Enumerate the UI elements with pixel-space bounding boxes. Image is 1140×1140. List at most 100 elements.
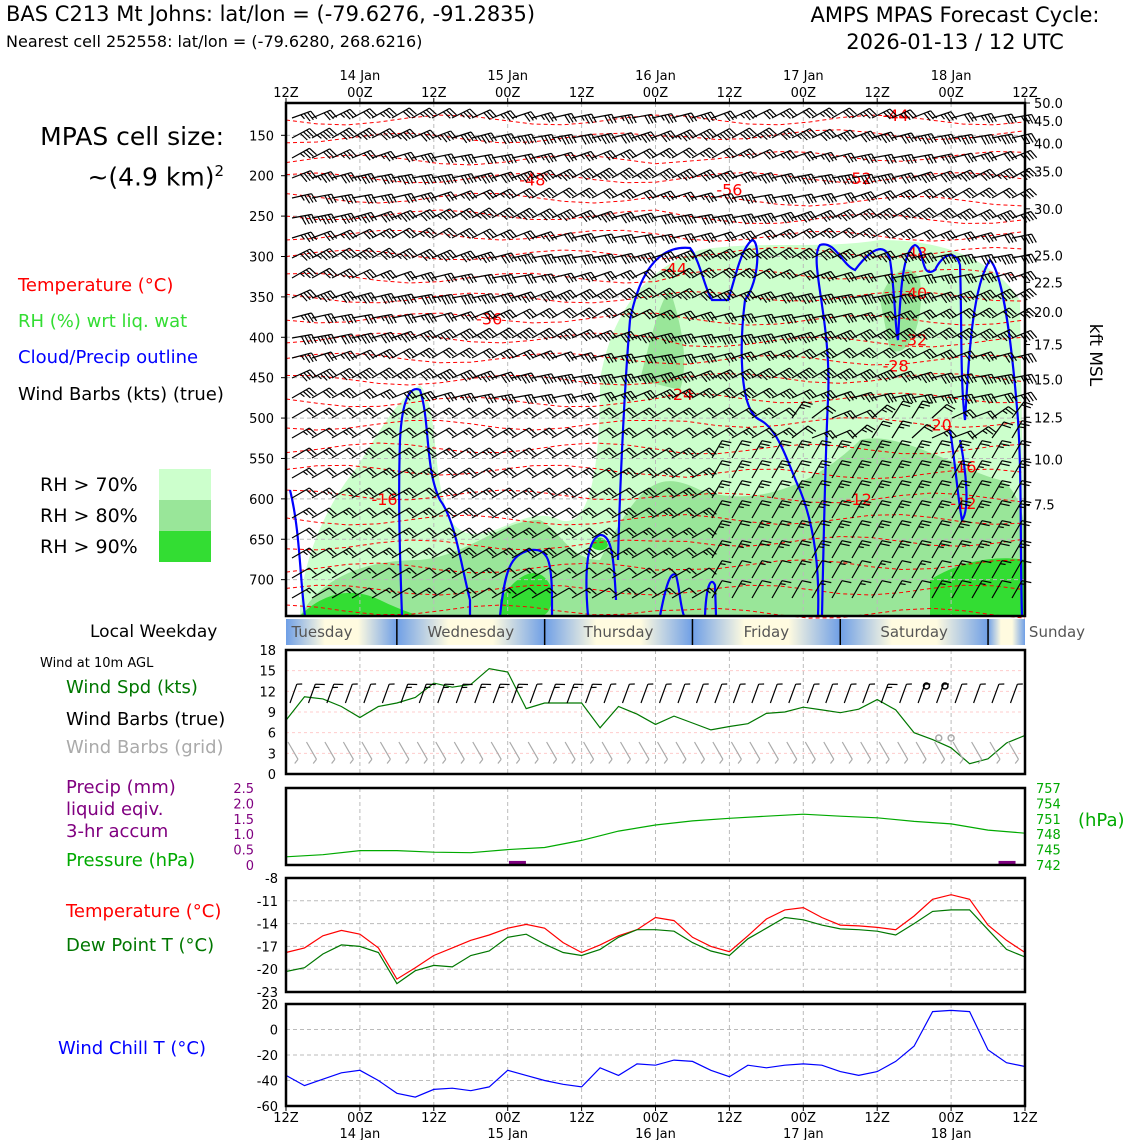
sounding-wind-barb	[791, 560, 812, 579]
height-tick-label: 10.0	[1034, 453, 1063, 468]
sounding-wind-barb	[551, 151, 578, 163]
sounding-wind-barb	[891, 228, 918, 240]
wind10m-barb-grid	[841, 741, 853, 764]
sounding-wind-barb	[871, 293, 897, 305]
sounding-wind-barb	[651, 130, 678, 143]
sounding-wind-barb	[791, 401, 813, 419]
cloud-outline	[703, 580, 718, 617]
sounding-wind-barb	[791, 269, 818, 281]
sounding-wind-barb	[371, 427, 397, 439]
sounding-wind-barb	[471, 132, 498, 144]
sounding-wind-barb	[891, 520, 912, 539]
sounding-wind-barb	[531, 587, 557, 599]
sounding-wind-barb	[431, 507, 457, 519]
sounding-wind-barb	[471, 370, 498, 383]
legend-rh90-label: RH > 90%	[40, 536, 138, 558]
sounding-wind-barb	[351, 127, 377, 141]
windchill-tick-label: 0	[270, 1024, 278, 1039]
sounding-wind-barb	[611, 113, 637, 125]
sounding-wind-barb	[871, 250, 898, 263]
sounding-panel: -44-48-56-52-48-44-40-36-32-28-24-20-16-…	[249, 69, 1105, 619]
sounding-wind-barb	[311, 230, 338, 242]
sounding-wind-barb	[1011, 167, 1037, 181]
sounding-wind-barb	[591, 507, 617, 519]
sounding-wind-barb	[591, 329, 618, 342]
sounding-wind-barb	[631, 287, 657, 301]
sounding-wind-barb	[651, 527, 677, 539]
sounding-wind-barb	[331, 291, 358, 303]
sounding-wind-barb	[371, 467, 397, 479]
sounding-wind-barb	[771, 211, 798, 224]
sounding-wind-barb	[491, 371, 518, 384]
sounding-wind-barb	[931, 207, 957, 221]
precip-tick-label: 0.5	[233, 844, 254, 859]
temperature-line	[285, 894, 1026, 980]
sounding-wind-barb	[491, 507, 517, 519]
sounding-wind-barb	[411, 547, 437, 559]
sounding-wind-barb	[931, 393, 957, 405]
sounding-wind-barb	[471, 327, 497, 341]
wind10m-barb-true	[326, 683, 344, 704]
sounding-wind-barb	[291, 127, 317, 141]
sounding-wind-barb	[951, 327, 977, 341]
pressure-tick-label: 200	[249, 170, 274, 185]
cell-size-note: MPAS cell size: ~(4.9 km)2	[14, 120, 224, 194]
sounding-wind-barb	[851, 580, 872, 599]
sounding-wind-barb	[971, 187, 997, 199]
sounding-wind-barb	[551, 208, 578, 222]
sounding-wind-barb	[551, 133, 577, 145]
sounding-wind-barb	[731, 427, 757, 439]
sounding-wind-barb	[411, 271, 438, 283]
sounding-wind-barb	[951, 500, 972, 519]
weekday-cell	[396, 619, 545, 645]
sounding-wind-barb	[991, 150, 1018, 162]
sounding-wind-barb	[931, 540, 952, 559]
sounding-wind-barb	[311, 333, 337, 345]
sounding-wind-barb	[711, 333, 737, 345]
wind10m-barb-true	[714, 683, 728, 704]
sounding-wind-barb	[711, 147, 737, 159]
sounding-wind-barb	[771, 228, 798, 240]
sounding-wind-barb	[931, 403, 956, 419]
sounding-wind-barb	[291, 487, 317, 499]
sounding-wind-barb	[671, 547, 697, 559]
pressure-tick-label: 757	[1036, 782, 1061, 797]
height-tick-label: 30.0	[1034, 203, 1063, 218]
sounding-wind-barb	[871, 500, 892, 519]
wind10m-tick-label: 0	[268, 768, 276, 783]
sounding-wind-barb	[751, 520, 772, 539]
sounding-wind-barb	[991, 560, 1012, 579]
sounding-wind-barb	[311, 109, 338, 121]
date-label-bottom: 15 Jan	[487, 1127, 528, 1140]
pressure-tick-label: 742	[1036, 859, 1061, 874]
sounding-wind-barb	[651, 407, 677, 419]
sounding-wind-barb	[691, 288, 718, 301]
sounding-wind-barb	[771, 149, 798, 161]
sounding-wind-barb	[391, 407, 417, 419]
weekday-cell	[286, 619, 397, 645]
sounding-wind-barb	[351, 388, 378, 400]
rh90-region	[500, 573, 552, 616]
wind10m-heading: Wind at 10m AGL	[40, 656, 154, 671]
sounding-wind-barb	[431, 391, 458, 403]
sounding-wind-barb	[451, 311, 478, 322]
sounding-wind-barb	[771, 440, 792, 459]
sounding-wind-barb	[971, 289, 998, 302]
date-label-top: 18 Jan	[931, 69, 972, 84]
sounding-wind-barb	[431, 173, 457, 185]
isotherm-label: -28	[883, 357, 909, 376]
sounding-wind-barb	[591, 167, 617, 181]
sounding-wind-barb	[451, 347, 477, 359]
sounding-wind-barb	[851, 347, 877, 359]
sounding-wind-barb	[431, 249, 458, 262]
sounding-wind-barb	[651, 507, 677, 519]
sounding-wind-barb	[851, 424, 876, 439]
wind10m-barb-true	[344, 683, 358, 704]
sounding-wind-barb	[491, 487, 517, 499]
sounding-wind-barb	[751, 560, 772, 579]
sounding-wind-barb	[351, 567, 377, 579]
sounding-wind-barb	[391, 487, 417, 499]
sounding-wind-barb	[731, 333, 757, 345]
sounding-wind-barb	[311, 487, 337, 499]
sounding-wind-barb	[631, 547, 657, 559]
